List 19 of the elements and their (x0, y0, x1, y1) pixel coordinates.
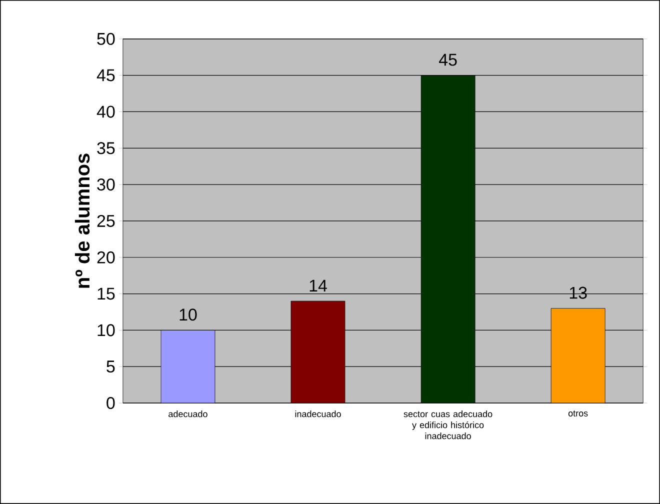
y-axis-title: nº de alumnos (74, 154, 90, 288)
y-tick-label: 30 (97, 178, 115, 191)
data-label: 14 (310, 280, 327, 292)
x-tick-label: adecuado (168, 410, 208, 418)
y-tick-label: 35 (97, 142, 115, 154)
y-tick-label: 40 (96, 106, 115, 118)
y-tick-label: 50 (97, 32, 115, 45)
data-label: 10 (180, 308, 197, 321)
y-tick-label: 45 (96, 69, 115, 82)
y-tick-label: 10 (98, 324, 115, 336)
y-tick-label: 25 (97, 214, 115, 228)
data-label: 45 (438, 54, 457, 66)
y-tick-label: 0 (106, 397, 115, 410)
y-tick-label: 15 (98, 288, 115, 300)
x-tick-label: inadecuado (295, 410, 341, 418)
y-tick-label: 5 (106, 360, 115, 373)
x-tick-label: sector cuas adecuado y edificio histórico inadecuado (404, 410, 492, 440)
x-tick-label: otros (568, 410, 588, 416)
y-tick-label: 20 (97, 251, 115, 264)
